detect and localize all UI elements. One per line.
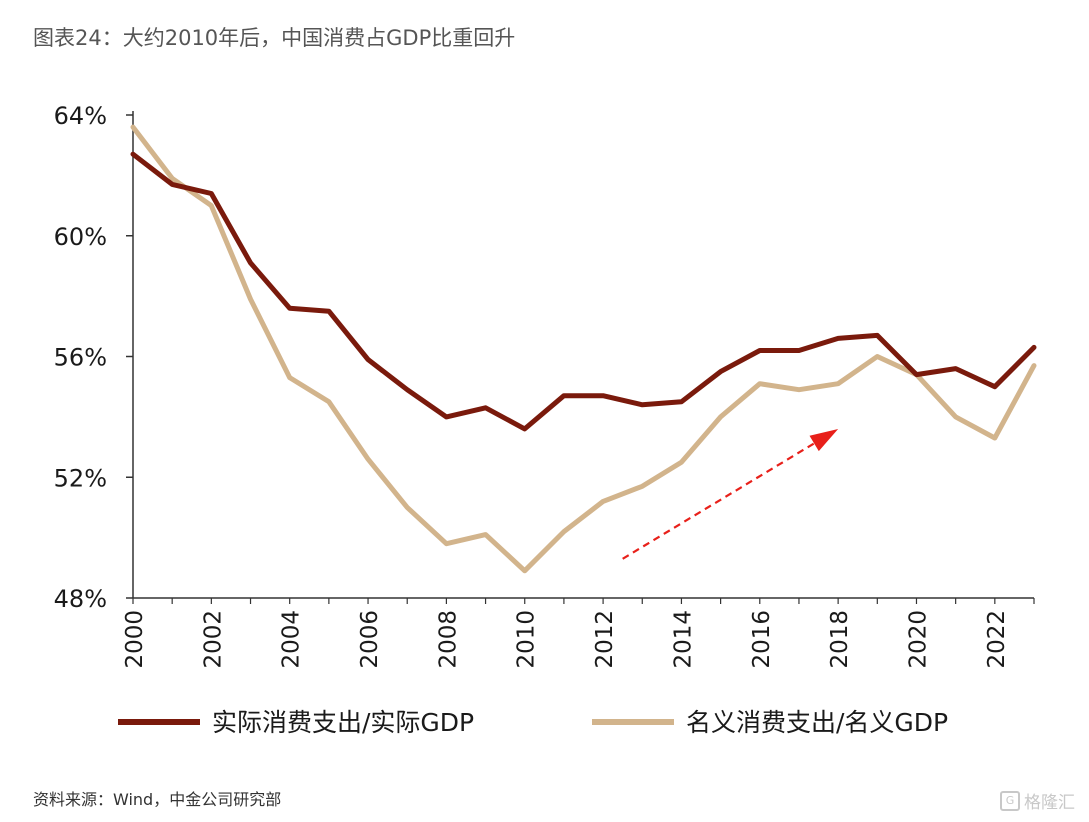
y-tick-label: 52% [54, 464, 107, 492]
x-tick-label: 2000 [122, 610, 148, 669]
trend-arrow-line [622, 442, 815, 560]
watermark-text: 格隆汇 [1024, 793, 1075, 813]
x-tick-label: 2016 [749, 610, 775, 669]
x-tick-label: 2008 [435, 610, 461, 669]
chart-area: 48% 52% 56% 60% 64% 2000 2002 2004 2006 2008 2010 2… [0, 70, 1089, 760]
y-tick-label: 60% [54, 223, 107, 251]
x-tick-label: 2018 [827, 610, 853, 669]
series-line-1 [130, 124, 1037, 574]
series-line-0 [130, 151, 1037, 432]
y-tick-label: 48% [54, 585, 107, 613]
x-tick-label: 2002 [200, 610, 226, 669]
x-tick-label: 2004 [279, 610, 305, 669]
trend-arrow-head-icon [809, 428, 839, 452]
x-tick-label: 2022 [984, 610, 1010, 669]
chart-title: 图表24：大约2010年后，中国消费占GDP比重回升 [33, 26, 516, 50]
watermark-logo-icon: G [1000, 790, 1020, 811]
legend-label-1: 名义消费支出/名义GDP [686, 708, 948, 737]
x-tick-label: 2010 [514, 610, 540, 669]
watermark: G 格隆汇 [1000, 788, 1075, 813]
x-tick-label: 2006 [357, 610, 383, 669]
line-chart: 48% 52% 56% 60% 64% 2000 2002 2004 2006 2008 2010 2… [54, 102, 1037, 737]
y-tick-label: 56% [54, 344, 107, 372]
y-tick-label: 64% [54, 102, 107, 130]
x-tick-label: 2020 [905, 610, 931, 669]
x-tick-label: 2014 [670, 610, 696, 669]
source-note: 资料来源：Wind，中金公司研究部 [33, 790, 282, 809]
legend-label-0: 实际消费支出/实际GDP [212, 708, 474, 737]
x-tick-label: 2012 [592, 610, 618, 669]
